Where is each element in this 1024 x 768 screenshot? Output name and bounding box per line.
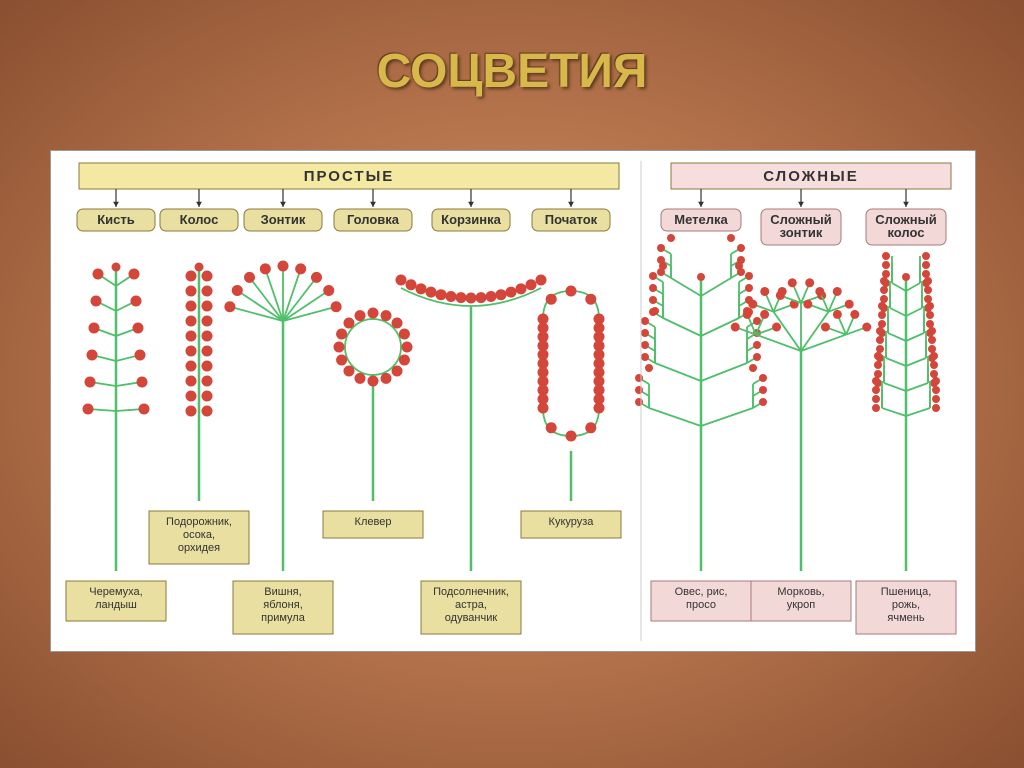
svg-text:Подсолнечник,: Подсолнечник, [433, 586, 509, 598]
svg-text:одуванчик: одуванчик [445, 612, 498, 624]
svg-text:ПРОСТЫЕ: ПРОСТЫЕ [304, 168, 395, 185]
svg-text:рожь,: рожь, [892, 599, 920, 611]
svg-text:яблоня,: яблоня, [263, 599, 303, 611]
svg-text:Подорожник,: Подорожник, [166, 516, 232, 528]
svg-text:укроп: укроп [787, 599, 816, 611]
slide-title: СОЦВЕТИЯ [0, 44, 1024, 99]
svg-text:Черемуха,: Черемуха, [89, 586, 142, 598]
svg-text:Пшеница,: Пшеница, [881, 586, 932, 598]
diagram-svg: ПРОСТЫЕ СЛОЖНЫЕ Кисть Колос Зонтик Головка Кор… [51, 151, 975, 651]
svg-text:просо: просо [686, 599, 716, 611]
svg-text:Вишня,: Вишня, [264, 586, 301, 598]
svg-text:Головка: Головка [347, 212, 400, 227]
svg-text:колос: колос [887, 225, 924, 240]
svg-text:Морковь,: Морковь, [777, 586, 824, 598]
svg-text:Колос: Колос [180, 212, 219, 227]
svg-text:Кисть: Кисть [97, 212, 135, 227]
svg-text:осока,: осока, [183, 529, 215, 541]
svg-text:астра,: астра, [455, 599, 487, 611]
svg-text:примула: примула [261, 612, 306, 624]
svg-text:ландыш: ландыш [95, 599, 137, 611]
diagram-panel: ПРОСТЫЕ СЛОЖНЫЕ Кисть Колос Зонтик Головка Кор… [50, 150, 976, 652]
svg-text:Клевер: Клевер [355, 516, 392, 528]
svg-text:Овес, рис,: Овес, рис, [675, 586, 728, 598]
svg-text:Початок: Початок [545, 212, 598, 227]
svg-text:Кукуруза: Кукуруза [549, 516, 595, 528]
svg-text:орхидея: орхидея [178, 542, 220, 554]
svg-text:Зонтик: Зонтик [261, 212, 306, 227]
svg-text:СЛОЖНЫЕ: СЛОЖНЫЕ [763, 168, 859, 185]
svg-text:зонтик: зонтик [780, 225, 823, 240]
svg-text:Корзинка: Корзинка [441, 212, 501, 227]
slide: СОЦВЕТИЯ ПРОСТЫЕ СЛОЖНЫЕ Кисть Колос Зонтик Г… [0, 0, 1024, 768]
svg-text:Метелка: Метелка [674, 212, 728, 227]
svg-text:ячмень: ячмень [887, 612, 924, 624]
